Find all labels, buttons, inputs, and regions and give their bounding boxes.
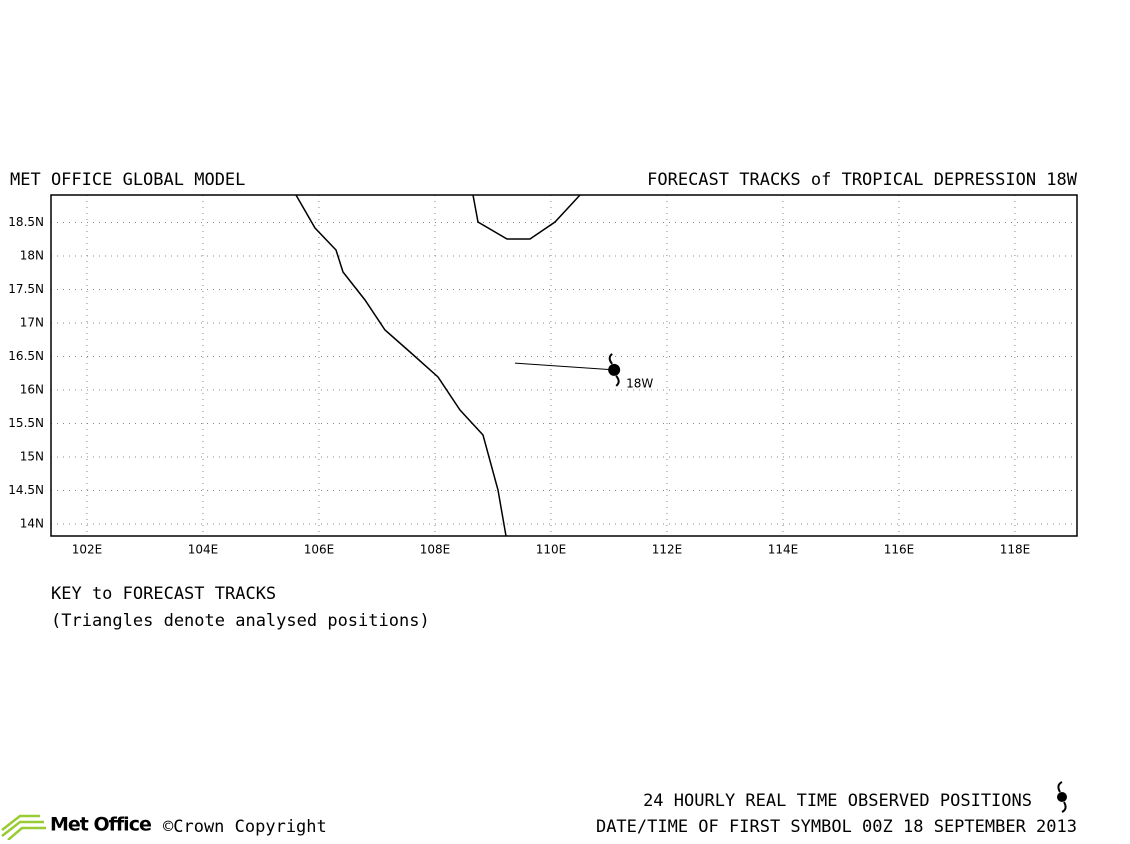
storm-marker bbox=[608, 353, 621, 387]
track-line bbox=[514, 362, 615, 371]
y-tick-label: 15.5N bbox=[8, 416, 44, 430]
coastline bbox=[295, 194, 507, 537]
logo-text: Met Office bbox=[50, 814, 151, 836]
x-tick-label: 106E bbox=[304, 543, 335, 557]
storm-label: 18W bbox=[626, 376, 653, 390]
y-tick-label: 14N bbox=[20, 516, 44, 530]
x-tick-label: 114E bbox=[768, 543, 799, 557]
storm-arm bbox=[608, 353, 620, 387]
y-tick-label: 14.5N bbox=[8, 483, 44, 497]
x-tick-label: 118E bbox=[1000, 543, 1031, 557]
storm-symbol bbox=[1057, 781, 1067, 813]
key-title: KEY to FORECAST TRACKS bbox=[51, 584, 276, 604]
y-tick-label: 17N bbox=[20, 315, 44, 329]
y-tick-label: 18.5N bbox=[8, 215, 44, 229]
x-tick-label: 108E bbox=[420, 543, 451, 557]
x-tick-label: 116E bbox=[884, 543, 915, 557]
y-tick-label: 16N bbox=[20, 382, 44, 396]
chart-title: MET OFFICE GLOBAL MODEL bbox=[10, 170, 245, 190]
y-tick-label: 18N bbox=[20, 248, 44, 262]
x-tick-label: 112E bbox=[652, 543, 683, 557]
x-tick-label: 102E bbox=[72, 543, 103, 557]
footer-line: DATE/TIME OF FIRST SYMBOL 00Z 18 SEPTEMB… bbox=[596, 817, 1077, 837]
logo-icon bbox=[1, 814, 46, 841]
y-tick-label: 17.5N bbox=[8, 282, 44, 296]
y-tick-label: 15N bbox=[20, 449, 44, 463]
copyright: ©Crown Copyright bbox=[163, 817, 327, 837]
chart-subtitle: FORECAST TRACKS of TROPICAL DEPRESSION 1… bbox=[647, 170, 1078, 190]
coastline bbox=[472, 194, 581, 240]
storm-center bbox=[608, 363, 621, 376]
x-tick-label: 104E bbox=[188, 543, 219, 557]
plot-frame bbox=[50, 194, 1078, 537]
grid bbox=[51, 195, 1077, 536]
y-tick-label: 16.5N bbox=[8, 349, 44, 363]
x-tick-label: 110E bbox=[536, 543, 567, 557]
footer-line: 24 HOURLY REAL TIME OBSERVED POSITIONS bbox=[643, 791, 1032, 811]
key-note: (Triangles denote analysed positions) bbox=[51, 611, 430, 631]
